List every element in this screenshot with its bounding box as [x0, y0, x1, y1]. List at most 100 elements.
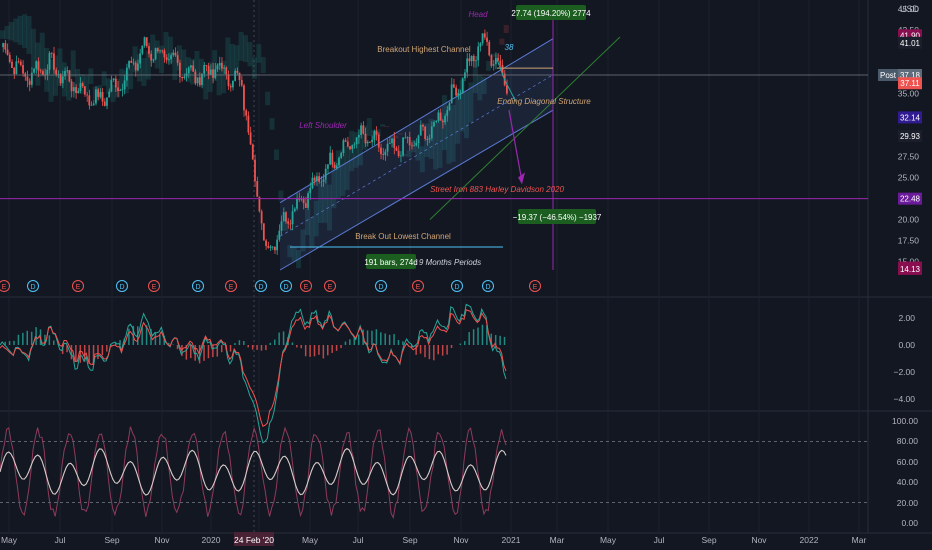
candle[interactable] — [139, 53, 142, 64]
candle[interactable] — [433, 122, 435, 127]
candle[interactable] — [490, 55, 493, 66]
candle[interactable] — [452, 84, 455, 88]
candle[interactable] — [123, 80, 126, 90]
candle[interactable] — [291, 211, 294, 225]
candle[interactable] — [406, 137, 409, 138]
candle[interactable] — [117, 87, 119, 92]
event-marker-earnings[interactable] — [225, 280, 237, 292]
candle[interactable] — [397, 150, 400, 157]
candle[interactable] — [41, 71, 44, 75]
candle[interactable] — [422, 124, 424, 127]
candle[interactable] — [214, 69, 217, 78]
candle[interactable] — [468, 58, 471, 62]
candle[interactable] — [50, 52, 53, 54]
candle[interactable] — [459, 92, 462, 94]
candle[interactable] — [464, 72, 466, 79]
candle[interactable] — [470, 55, 473, 62]
candle[interactable] — [28, 80, 31, 85]
candle[interactable] — [209, 69, 212, 75]
candle[interactable] — [499, 60, 502, 65]
event-marker-earnings[interactable] — [412, 280, 424, 292]
candle[interactable] — [79, 83, 82, 91]
candle[interactable] — [475, 60, 477, 62]
candle[interactable] — [360, 125, 362, 136]
candle[interactable] — [229, 85, 232, 88]
candle[interactable] — [57, 74, 60, 75]
event-marker-dividend[interactable] — [116, 280, 128, 292]
candle[interactable] — [369, 141, 371, 143]
candle[interactable] — [395, 147, 398, 151]
event-marker-earnings[interactable] — [529, 280, 541, 292]
candle[interactable] — [441, 120, 444, 123]
candle[interactable] — [72, 87, 75, 92]
candle[interactable] — [83, 86, 86, 95]
candle[interactable] — [307, 193, 309, 208]
candle[interactable] — [37, 61, 40, 71]
event-marker-earnings[interactable] — [0, 280, 10, 292]
candle[interactable] — [415, 143, 418, 146]
candle[interactable] — [313, 177, 316, 181]
candle[interactable] — [110, 79, 113, 92]
candle[interactable] — [240, 79, 243, 86]
candle[interactable] — [457, 93, 460, 96]
candle[interactable] — [159, 50, 161, 52]
candle[interactable] — [488, 41, 491, 56]
candle[interactable] — [353, 144, 356, 146]
candle[interactable] — [172, 52, 175, 56]
candle[interactable] — [276, 239, 279, 251]
candle[interactable] — [203, 65, 206, 74]
candle[interactable] — [225, 67, 228, 75]
candle[interactable] — [444, 115, 446, 123]
candle[interactable] — [249, 132, 252, 145]
candle[interactable] — [223, 67, 225, 69]
candle[interactable] — [386, 143, 389, 152]
candle[interactable] — [309, 188, 312, 194]
event-marker-earnings[interactable] — [148, 280, 160, 292]
candle[interactable] — [2, 43, 5, 48]
candle[interactable] — [75, 87, 77, 94]
candle[interactable] — [494, 57, 497, 65]
candle[interactable] — [17, 61, 20, 63]
candle[interactable] — [90, 104, 93, 106]
candle[interactable] — [362, 125, 365, 134]
candle[interactable] — [296, 197, 298, 209]
candle[interactable] — [150, 53, 153, 61]
candle[interactable] — [408, 137, 411, 146]
candle[interactable] — [48, 52, 51, 70]
candle[interactable] — [86, 94, 88, 96]
candlesticks[interactable] — [2, 29, 508, 255]
candle[interactable] — [88, 95, 91, 106]
candle[interactable] — [267, 246, 270, 248]
candle[interactable] — [342, 140, 345, 153]
candle[interactable] — [278, 230, 281, 240]
candle[interactable] — [192, 65, 195, 72]
candle[interactable] — [437, 112, 440, 121]
candle[interactable] — [132, 62, 135, 64]
candle[interactable] — [413, 145, 415, 147]
candle[interactable] — [243, 85, 245, 111]
event-marker-dividend[interactable] — [280, 280, 292, 292]
candle[interactable] — [357, 135, 360, 138]
candle[interactable] — [128, 60, 130, 68]
candle[interactable] — [161, 50, 164, 52]
candle[interactable] — [424, 126, 427, 139]
candle[interactable] — [218, 62, 221, 66]
candle[interactable] — [285, 212, 287, 222]
candle[interactable] — [190, 65, 192, 68]
candle[interactable] — [450, 84, 453, 104]
candle[interactable] — [201, 73, 203, 85]
candle[interactable] — [114, 78, 117, 88]
candle[interactable] — [391, 138, 393, 144]
candle[interactable] — [119, 89, 122, 92]
candle[interactable] — [232, 80, 234, 88]
candle[interactable] — [143, 37, 146, 46]
candle[interactable] — [163, 50, 166, 58]
candle[interactable] — [318, 176, 320, 182]
candle[interactable] — [46, 69, 49, 76]
candle[interactable] — [61, 76, 64, 84]
candle[interactable] — [375, 130, 378, 135]
candle[interactable] — [125, 67, 128, 81]
candle[interactable] — [121, 89, 124, 91]
candle[interactable] — [194, 71, 197, 84]
